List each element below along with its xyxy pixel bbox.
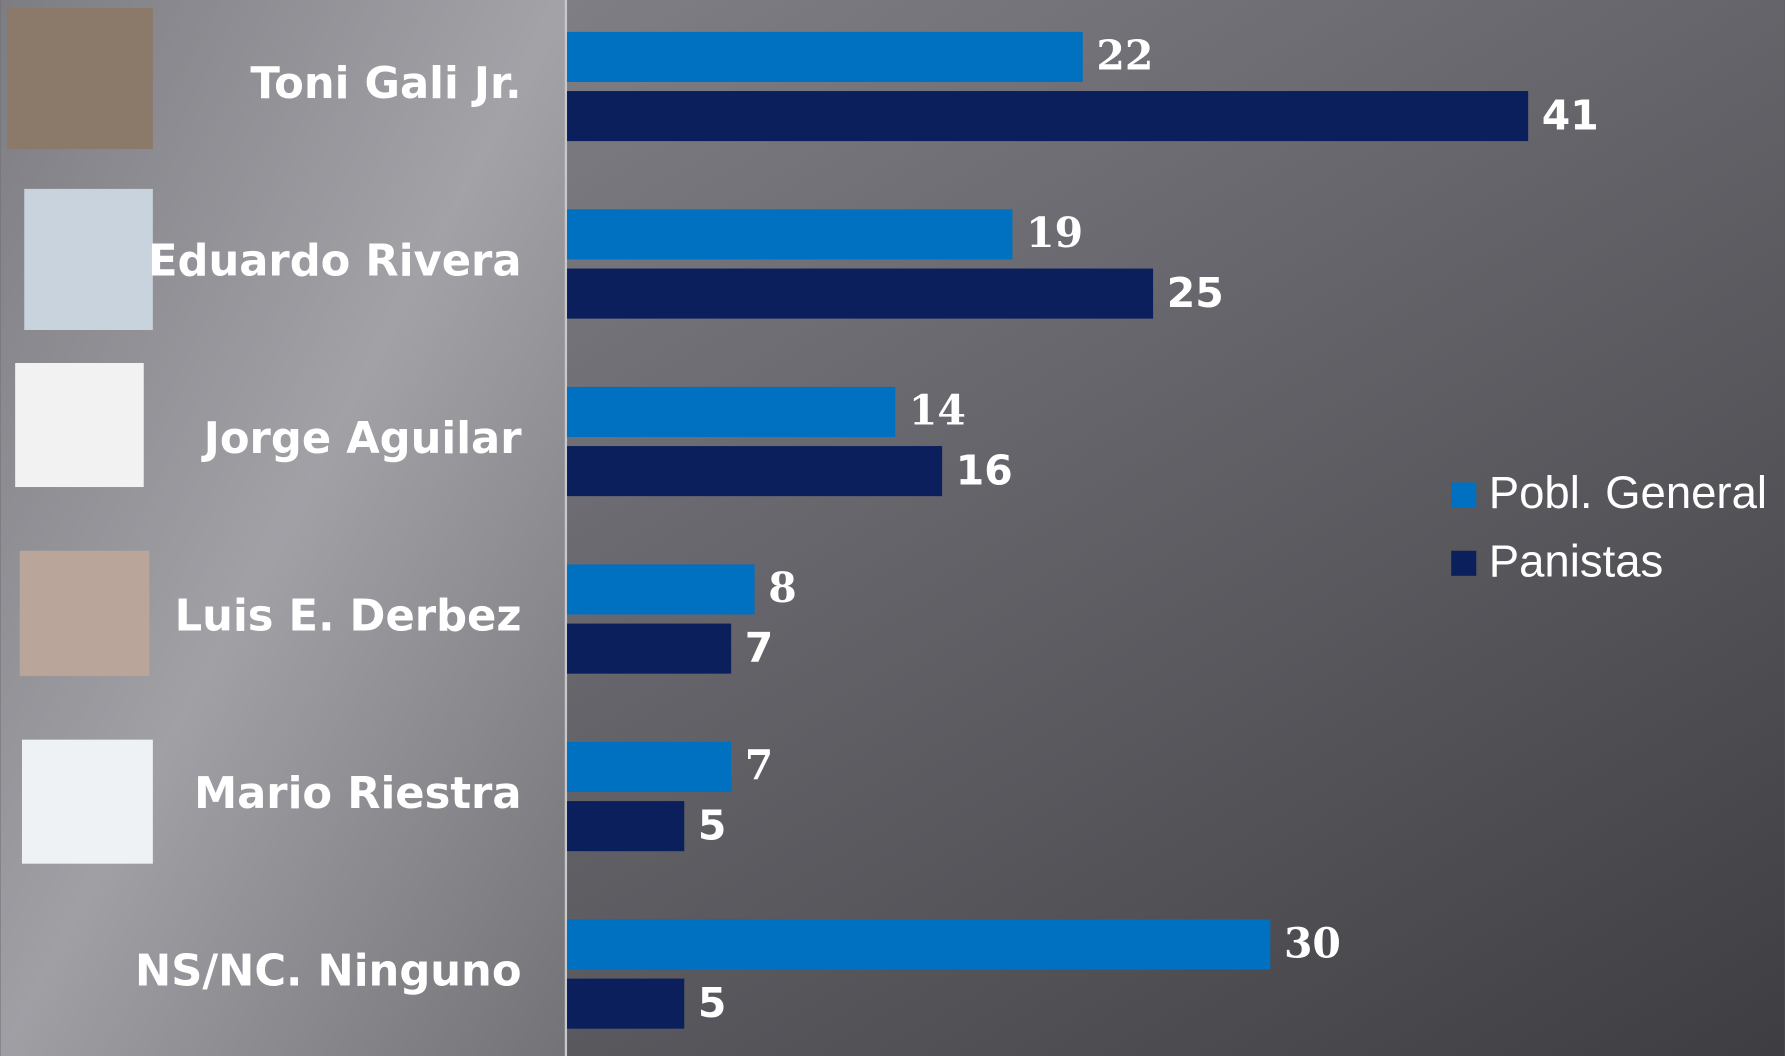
bar	[567, 742, 731, 792]
value-label: 22	[1096, 32, 1153, 80]
photo	[22, 740, 153, 864]
bar	[567, 564, 755, 614]
legend-label: Panistas	[1489, 535, 1664, 586]
photo	[7, 8, 153, 149]
left-panel	[0, 0, 566, 1056]
photo	[15, 363, 144, 487]
value-label: 30	[1284, 919, 1341, 967]
legend-swatch	[1451, 551, 1476, 576]
page: {"chart_data": {"type": "bar", "orientat…	[0, 0, 1785, 1056]
legend-swatch	[1451, 482, 1476, 507]
category-label: Mario Riestra	[194, 769, 521, 819]
value-label: 19	[1026, 209, 1083, 257]
bar	[567, 446, 942, 496]
value-label: 5	[698, 801, 727, 849]
value-label: 7	[745, 742, 774, 790]
value-label: 16	[956, 446, 1013, 494]
category-label: NS/NC. Ninguno	[135, 947, 522, 997]
bar	[567, 269, 1153, 319]
bar	[567, 209, 1012, 259]
photo	[20, 551, 150, 676]
value-label: 41	[1542, 91, 1599, 139]
category-label: Eduardo Rivera	[148, 237, 522, 287]
value-label: 8	[768, 564, 797, 612]
photo	[24, 189, 153, 330]
bar	[567, 979, 684, 1029]
category-label: Jorge Aguilar	[201, 414, 522, 464]
value-label: 25	[1167, 269, 1224, 317]
bar	[567, 32, 1083, 82]
bar	[567, 387, 895, 437]
bar	[567, 91, 1528, 141]
legend-label: Pobl. General	[1489, 467, 1767, 518]
bar	[567, 801, 684, 851]
category-label: Toni Gali Jr.	[250, 59, 521, 109]
category-label: Luis E. Derbez	[175, 592, 522, 642]
chart: Toni Gali Jr. 22 41 Eduardo Rivera 19 25 Jorge…	[0, 0, 1785, 1056]
value-label: 5	[698, 979, 727, 1027]
value-label: 14	[909, 387, 966, 435]
bar	[567, 919, 1270, 969]
bar	[567, 624, 731, 674]
value-label: 7	[745, 624, 774, 672]
